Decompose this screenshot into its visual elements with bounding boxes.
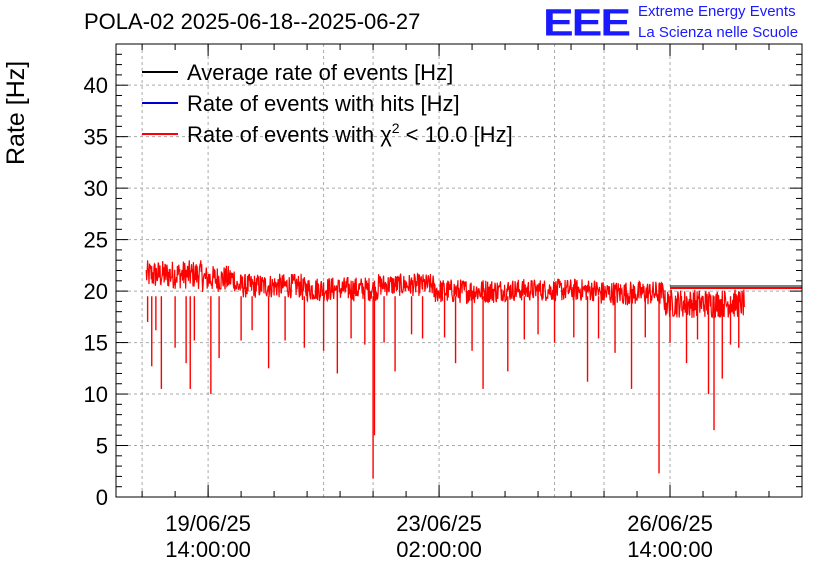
y-tick-label: 5 (96, 434, 108, 459)
legend-label-2: Rate of events with hits [Hz] (187, 91, 460, 116)
x-tick-label-date: 23/06/25 (396, 511, 482, 536)
y-tick-label: 30 (84, 176, 108, 201)
y-tick-label: 25 (84, 228, 108, 253)
logo-caption-2: La Scienza nelle Scuole (638, 24, 799, 41)
chart-title: POLA-02 2025-06-18--2025-06-27 (84, 9, 421, 34)
eee-logo: EEE (543, 0, 631, 44)
series-layer (145, 260, 802, 479)
y-tick-label: 10 (84, 382, 108, 407)
x-tick-label-time: 14:00:00 (165, 537, 251, 562)
y-tick-label: 20 (84, 279, 108, 304)
legend-label-3: Rate of events with χ2 < 10.0 [Hz] (187, 120, 513, 147)
legend: Average rate of events [Hz] Rate of event… (142, 60, 513, 147)
x-tick-label-time: 02:00:00 (396, 537, 482, 562)
y-tick-label: 40 (84, 73, 108, 98)
x-tick-label-date: 26/06/25 (627, 511, 713, 536)
legend-label-1: Average rate of events [Hz] (187, 60, 453, 85)
y-ticks: 0 5 10 15 20 25 30 35 40 (84, 43, 802, 510)
x-tick-label-date: 19/06/25 (165, 511, 251, 536)
y-tick-label: 15 (84, 331, 108, 356)
y-tick-label: 35 (84, 125, 108, 150)
x-tick-label-time: 14:00:00 (627, 537, 713, 562)
logo-caption-1: Extreme Energy Events (638, 3, 796, 20)
y-tick-label: 0 (96, 485, 108, 510)
x-ticks: 19/06/2514:00:0023/06/2502:00:0026/06/25… (141, 44, 770, 562)
